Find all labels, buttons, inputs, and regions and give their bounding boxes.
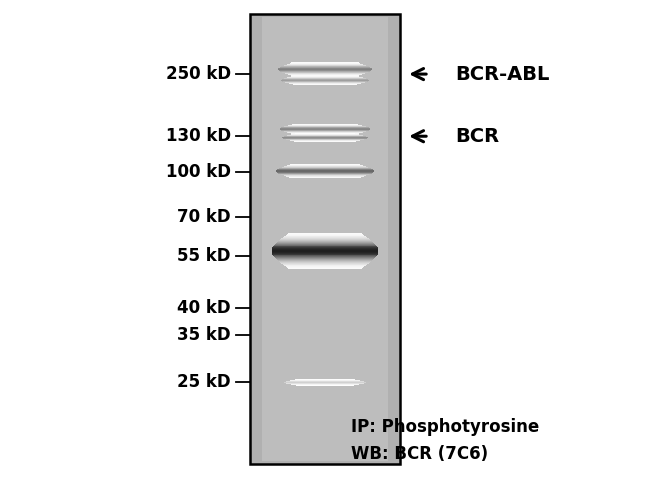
Bar [280,239,370,240]
Bar [288,233,362,234]
Text: 55 kD: 55 kD [177,247,231,265]
Bar [272,251,378,252]
Bar [287,234,363,235]
Bar [272,248,378,249]
Bar [278,241,372,242]
Text: 100 kD: 100 kD [166,163,231,181]
Bar [273,255,377,256]
Bar [277,259,373,260]
Bar [286,235,364,236]
Bar [288,268,362,269]
Text: 130 kD: 130 kD [166,127,231,145]
Bar [285,265,365,266]
Bar [281,238,369,239]
Bar [279,261,371,262]
Bar [287,267,363,268]
Text: BCR-ABL: BCR-ABL [455,65,549,84]
Bar [274,256,376,257]
Bar [280,262,370,263]
Bar [277,242,373,243]
Bar [278,260,372,261]
Bar [272,249,378,250]
Bar [273,247,377,248]
Text: IP: Phosphotyrosine
WB: BCR (7C6): IP: Phosphotyrosine WB: BCR (7C6) [351,418,540,463]
Bar [274,246,376,247]
Bar [275,244,375,245]
Bar [285,236,365,237]
Bar [276,258,374,259]
Bar [272,252,378,253]
Bar [283,265,367,266]
Bar [281,263,369,264]
Bar [272,247,378,248]
Bar [274,245,376,246]
Bar [272,254,378,255]
Text: 35 kD: 35 kD [177,326,231,344]
Bar [283,264,367,265]
Bar [272,250,378,251]
Bar [250,14,400,464]
Bar [279,240,371,241]
Text: 70 kD: 70 kD [177,208,231,227]
Bar [275,257,375,258]
Text: BCR: BCR [455,127,499,146]
Bar [276,243,374,244]
Text: 25 kD: 25 kD [177,373,231,391]
Bar [274,256,376,257]
Bar [283,237,367,238]
Text: 40 kD: 40 kD [177,299,231,317]
Bar [262,17,388,461]
Bar [272,253,378,254]
Text: 250 kD: 250 kD [166,65,231,83]
Bar [283,238,367,239]
Bar [286,266,364,267]
